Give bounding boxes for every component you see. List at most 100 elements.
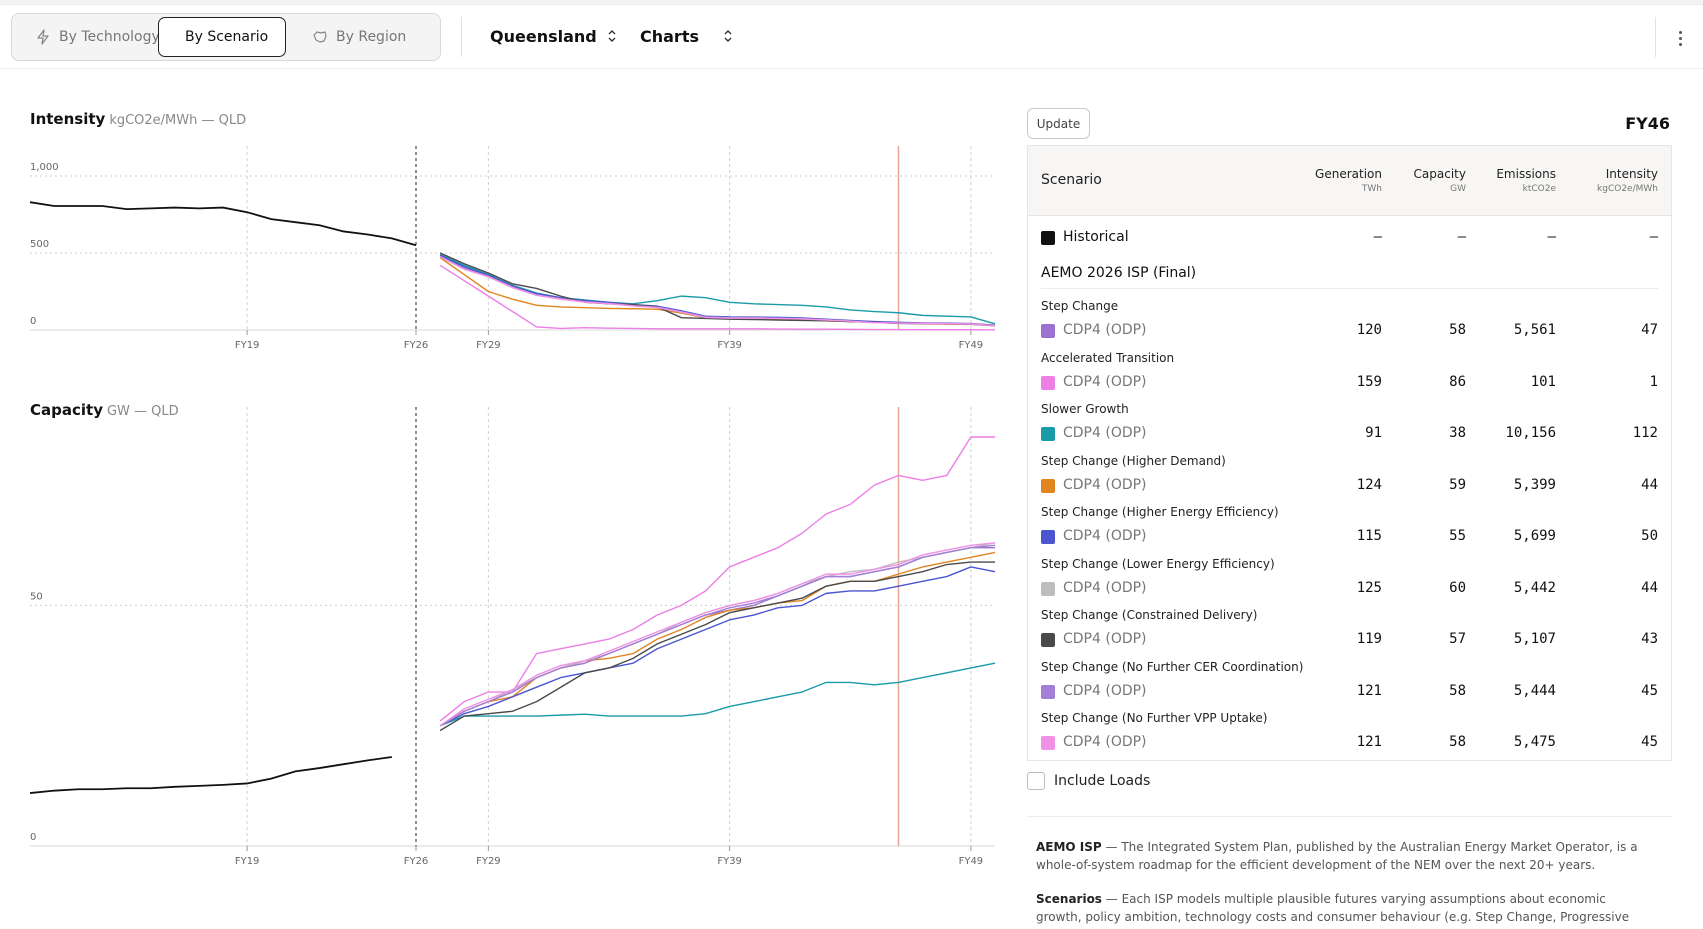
series-line-step-change-no-further-vpp-uptake[interactable] [439,542,996,727]
tab-by-scenario[interactable]: By Scenario [158,17,286,57]
cell-generation: 91 [1365,425,1382,441]
region-select-value: Queensland [490,26,597,46]
note-term: AEMO ISP [1036,840,1102,854]
series-line-historical[interactable] [29,756,392,794]
divider [1027,816,1672,817]
cell-capacity: 86 [1449,373,1466,390]
tab-by-technology[interactable]: By Technology [17,17,178,57]
series-line-historical[interactable] [29,201,417,247]
table-row[interactable]: CDP4 (ODP) 159 86 101 1 [1028,371,1671,395]
series-line-step-change-no-further-vpp-uptake[interactable] [439,256,996,327]
column-label: Intensity [1605,167,1658,181]
intensity-chart[interactable]: 1,000 500 0 FY19 FY26 FY29 FY39 FY49 [0,0,1003,360]
include-loads-checkbox[interactable] [1027,772,1045,790]
column-unit: ktCO2e [1522,184,1556,194]
row-label: CDP4 (ODP) [1063,528,1147,544]
cell-emissions: 5,442 [1513,579,1556,596]
y-tick-label: 500 [30,239,49,250]
cell-capacity: 58 [1449,734,1466,750]
table-row-historical[interactable]: Historical — — — — [1028,226,1671,250]
x-tick-label: FY49 [959,340,984,351]
row-label: CDP4 (ODP) [1063,734,1147,750]
cell-capacity: 59 [1449,476,1466,493]
cell-intensity: 1 [1649,373,1658,390]
x-tick-label: FY19 [235,856,260,867]
row-label: CDP4 (ODP) [1063,373,1147,390]
row-label: CDP4 (ODP) [1063,425,1147,441]
column-label: Emissions [1496,167,1556,181]
color-swatch [1041,684,1055,699]
cell-generation: 121 [1356,734,1382,750]
series-line-slower-growth[interactable] [439,662,996,727]
cell-generation: — [1373,229,1382,245]
table-row[interactable]: CDP4 (ODP) 124 59 5,399 44 [1028,474,1671,498]
color-swatch [1041,231,1055,245]
toolbar: By Technology By Scenario By Region Quee… [0,5,1703,69]
table-row[interactable]: CDP4 (ODP) 120 58 5,561 47 [1028,319,1671,343]
more-options-icon[interactable] [1671,27,1689,49]
chevron-updown-icon [724,30,732,42]
table-row[interactable]: CDP4 (ODP) 121 58 5,444 45 [1028,680,1671,704]
column-unit: kgCO2e/MWh [1597,184,1658,194]
tab-label: By Technology [59,29,160,45]
column-header-intensity: Intensity kgCO2e/MWh [1597,167,1658,194]
divider [1655,17,1656,57]
table-row[interactable]: CDP4 (ODP) 91 38 10,156 112 [1028,422,1671,446]
x-tick-label: FY19 [235,340,260,351]
x-tick-label: FY29 [476,856,501,867]
series-line-slower-growth[interactable] [439,253,996,325]
chevron-updown-icon [608,30,616,42]
include-loads-toggle[interactable]: Include Loads [1027,772,1150,790]
top-bar [0,0,1703,5]
region-select[interactable]: Queensland [490,23,617,49]
cell-emissions: 5,699 [1513,528,1556,544]
cell-generation: 121 [1356,682,1382,699]
cell-capacity: 58 [1449,322,1466,338]
series-line-step-change-higher-energy-efficiency[interactable] [439,566,996,727]
lightning-icon [37,29,49,45]
y-tick-label: 0 [30,316,36,327]
table-row[interactable]: CDP4 (ODP) 121 58 5,475 45 [1028,731,1671,755]
cell-emissions: 5,561 [1513,322,1556,338]
column-header-capacity: Capacity GW [1414,167,1466,194]
chart-title-text: Capacity [30,401,103,419]
scenario-name: Slower Growth [1041,402,1129,416]
color-swatch [1041,736,1055,750]
series-line-accelerated-transition[interactable] [439,436,995,722]
scenario-name: Step Change (Higher Energy Efficiency) [1041,505,1279,519]
view-mode-segmented-control: By Technology By Scenario By Region [11,13,441,61]
cell-intensity: 50 [1641,528,1658,544]
column-header-emissions: Emissions ktCO2e [1496,167,1556,194]
scenario-name: Step Change (No Further VPP Uptake) [1041,711,1268,725]
cell-intensity: 45 [1641,734,1658,750]
color-swatch [1041,324,1055,338]
cell-generation: 115 [1356,528,1382,544]
y-tick-label: 0 [30,832,36,843]
cell-capacity: 55 [1449,528,1466,544]
table-row[interactable]: CDP4 (ODP) 115 55 5,699 50 [1028,525,1671,549]
scenario-table: Scenario Generation TWh Capacity GW Emissi… [1027,145,1672,761]
note-term: Scenarios [1036,892,1102,906]
cell-intensity: 43 [1641,631,1658,647]
chart-unit: kgCO2e/MWh — QLD [109,113,247,128]
note-aemo-isp: AEMO ISP — The Integrated System Plan, p… [1036,838,1651,874]
table-row[interactable]: CDP4 (ODP) 119 57 5,107 43 [1028,628,1671,652]
series-line-step-change-no-further-cer-coordination[interactable] [439,544,996,727]
tab-by-region[interactable]: By Region [294,17,424,57]
cell-capacity: 60 [1449,579,1466,596]
update-button[interactable]: Update [1027,108,1090,139]
tab-label: By Scenario [185,29,269,45]
cell-capacity: 57 [1449,631,1466,647]
cell-generation: 159 [1356,373,1382,390]
series-line-step-change-higher-energy-efficiency[interactable] [439,254,996,326]
view-select[interactable]: Charts [640,23,733,49]
map-icon [313,31,327,43]
series-line-accelerated-transition[interactable] [439,264,996,331]
cell-emissions: 5,475 [1513,734,1556,750]
note-scenarios: Scenarios — Each ISP models multiple pla… [1036,890,1651,929]
series-line-step-change-constrained-delivery[interactable] [439,561,995,732]
table-row[interactable]: CDP4 (ODP) 125 60 5,442 44 [1028,577,1671,601]
chart-unit: GW — QLD [106,404,179,419]
capacity-chart-title: Capacity GW — QLD [30,401,179,419]
